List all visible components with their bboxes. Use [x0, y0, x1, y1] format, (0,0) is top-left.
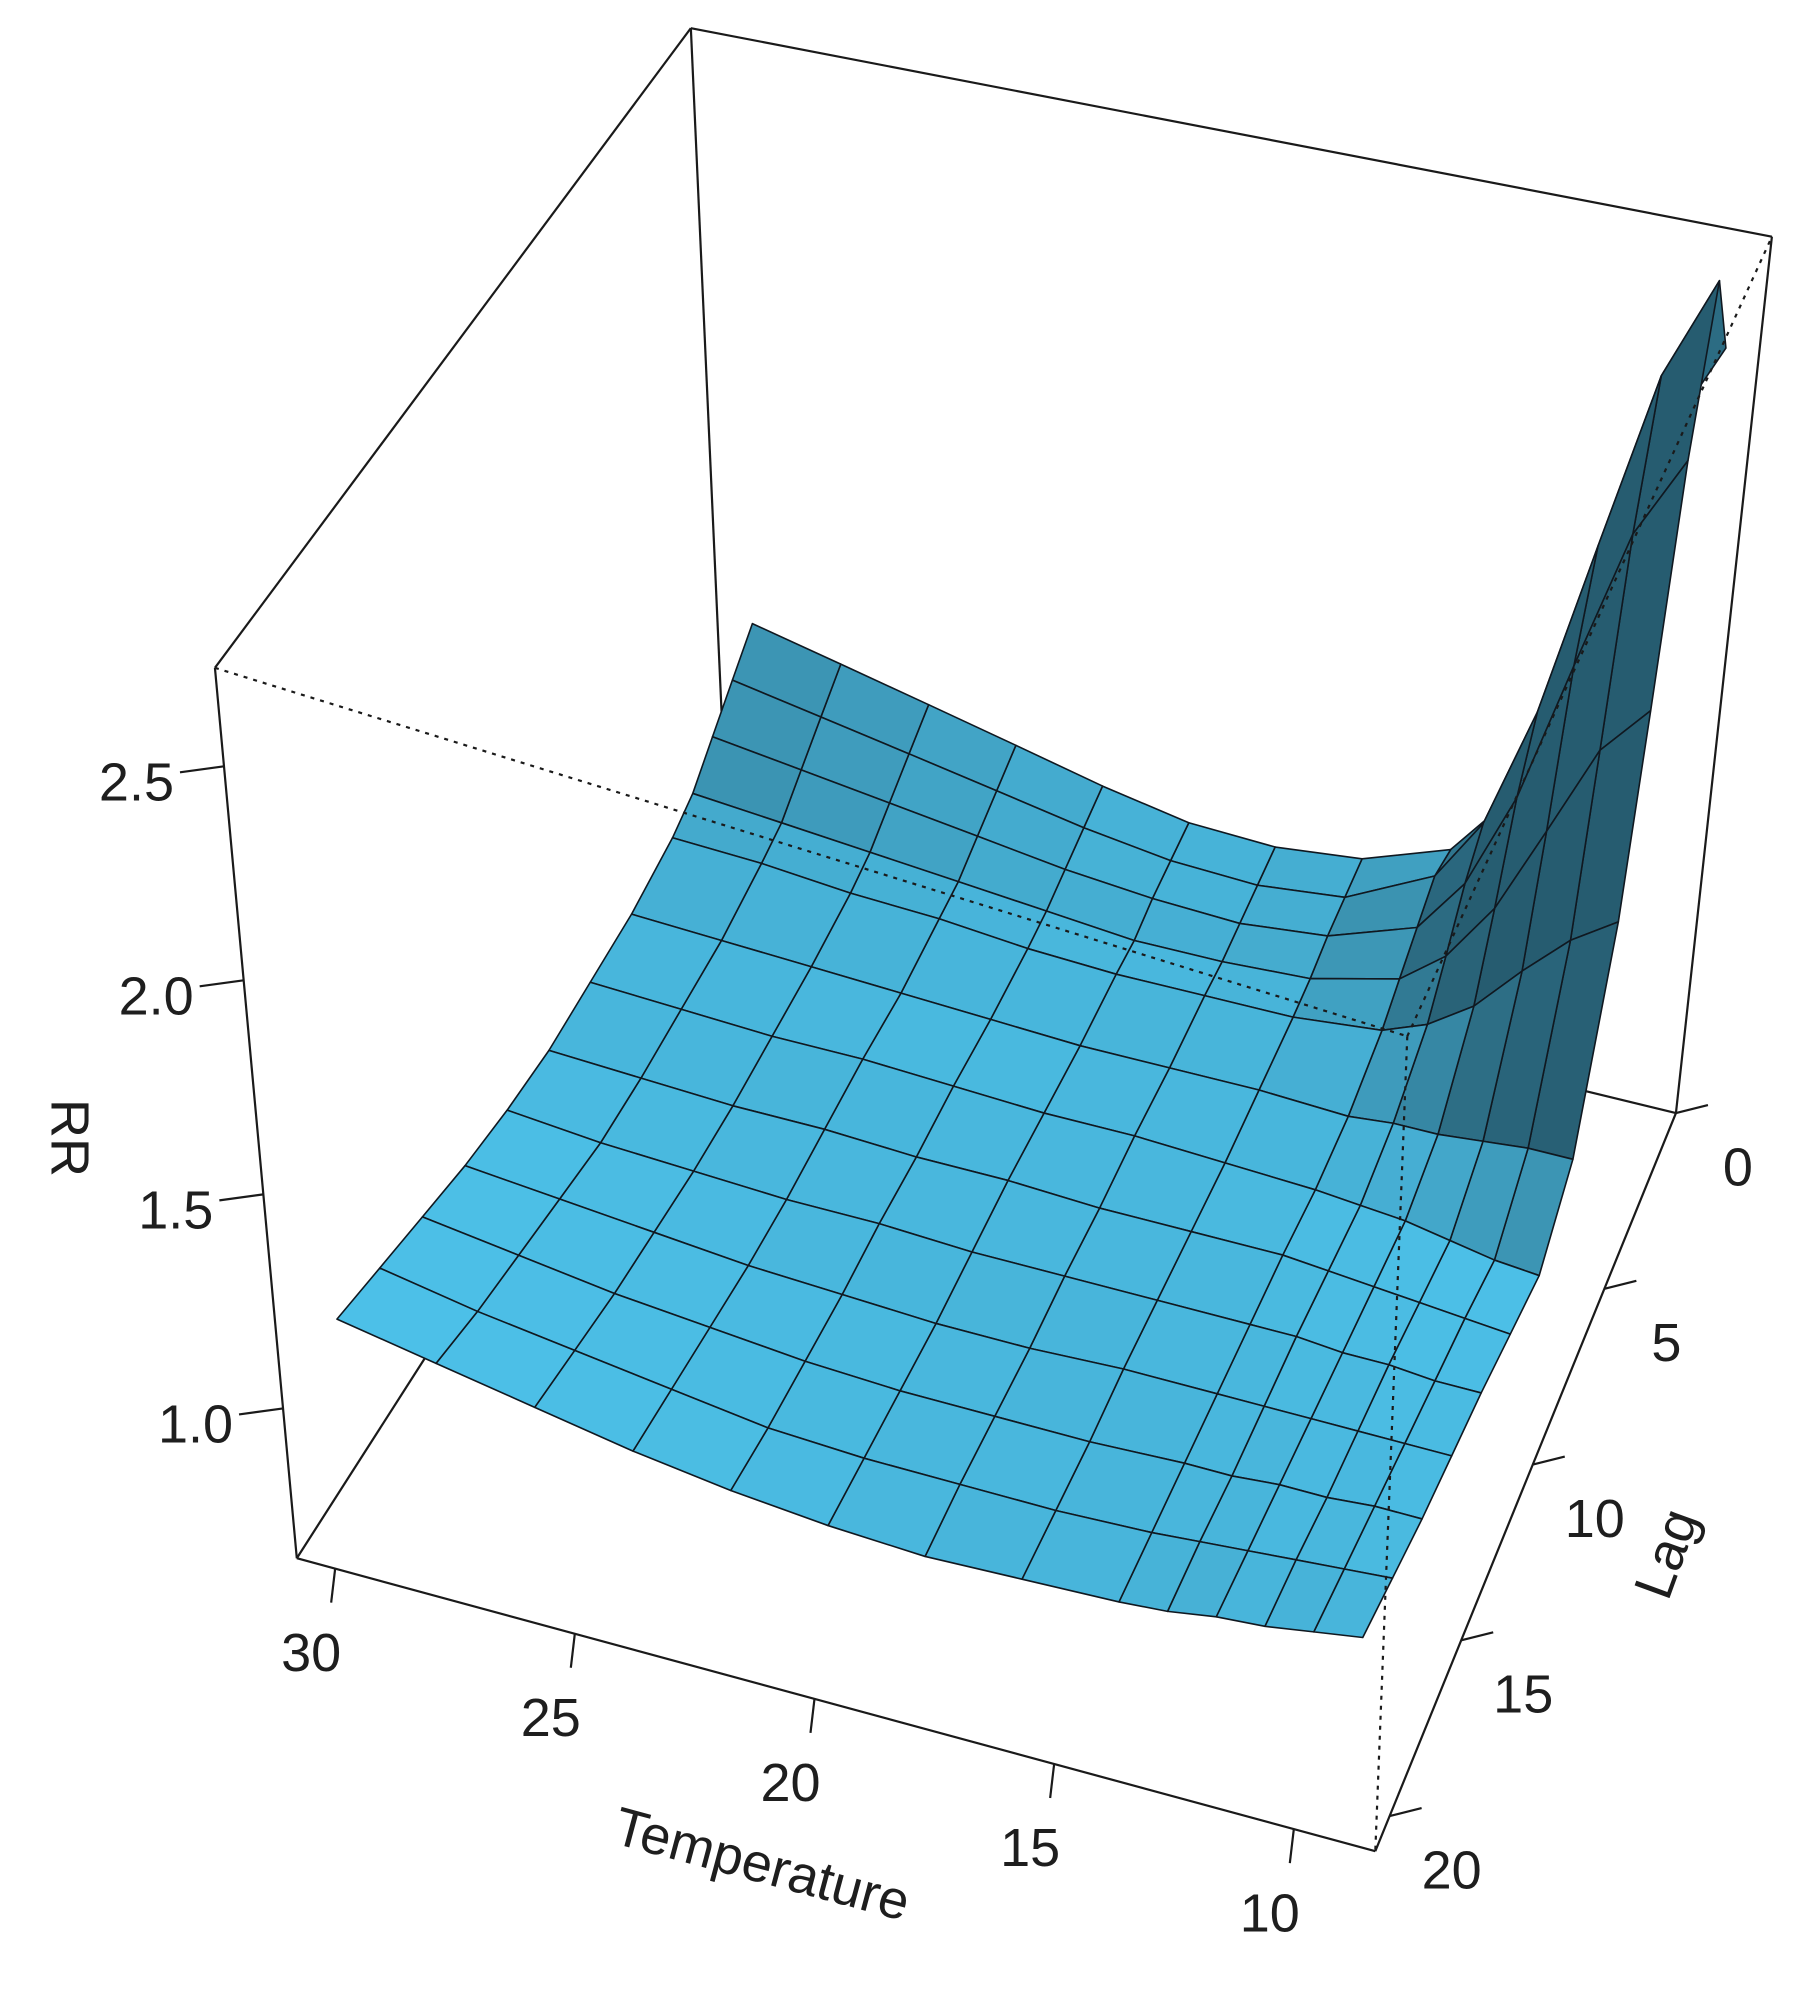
z-tick-label: 1.0: [158, 1395, 233, 1455]
y-tick-label: 5: [1651, 1313, 1681, 1373]
y-axis-title: Lag: [1623, 1501, 1710, 1606]
y-tick: [1389, 1806, 1422, 1818]
y-tick-label: 10: [1565, 1489, 1625, 1549]
box-edge: [690, 27, 1773, 238]
box-edge: [1406, 236, 1773, 1037]
box-edge: [213, 667, 298, 1559]
x-tick: [1288, 1828, 1295, 1864]
box-edge: [1374, 1112, 1677, 1852]
box-edge: [1674, 236, 1773, 1114]
surface: [336, 279, 1727, 1639]
y-tick-label: 20: [1422, 1840, 1482, 1900]
z-tick: [199, 979, 244, 988]
z-tick: [179, 765, 225, 774]
z-tick-label: 2.0: [119, 967, 194, 1027]
y-tick: [1604, 1279, 1637, 1290]
x-axis-title: Temperature: [608, 1796, 916, 1932]
surface-facet: [336, 1267, 479, 1365]
y-tick: [1532, 1455, 1566, 1466]
z-axis-title: RR: [40, 1099, 100, 1177]
y-tick-label: 0: [1723, 1137, 1753, 1197]
z-tick-label: 2.5: [99, 753, 174, 813]
x-tick: [569, 1633, 576, 1668]
x-tick: [1049, 1763, 1056, 1799]
z-tick-label: 1.5: [138, 1181, 213, 1241]
z-tick: [219, 1193, 264, 1202]
z-tick: [238, 1407, 284, 1416]
x-tick-label: 10: [1240, 1883, 1300, 1943]
x-tick: [809, 1698, 816, 1734]
box-edge: [214, 666, 1408, 1038]
x-tick-label: 15: [1000, 1818, 1060, 1878]
x-tick: [330, 1568, 337, 1603]
box-edge: [214, 27, 692, 669]
x-tick-label: 30: [281, 1623, 341, 1683]
y-tick: [1675, 1103, 1709, 1115]
x-tick-label: 20: [760, 1753, 820, 1813]
x-tick-label: 25: [521, 1688, 581, 1748]
y-tick-label: 15: [1493, 1665, 1553, 1725]
y-tick: [1460, 1631, 1494, 1642]
box-edge: [296, 1557, 1376, 1853]
box-front: [213, 27, 1773, 1853]
